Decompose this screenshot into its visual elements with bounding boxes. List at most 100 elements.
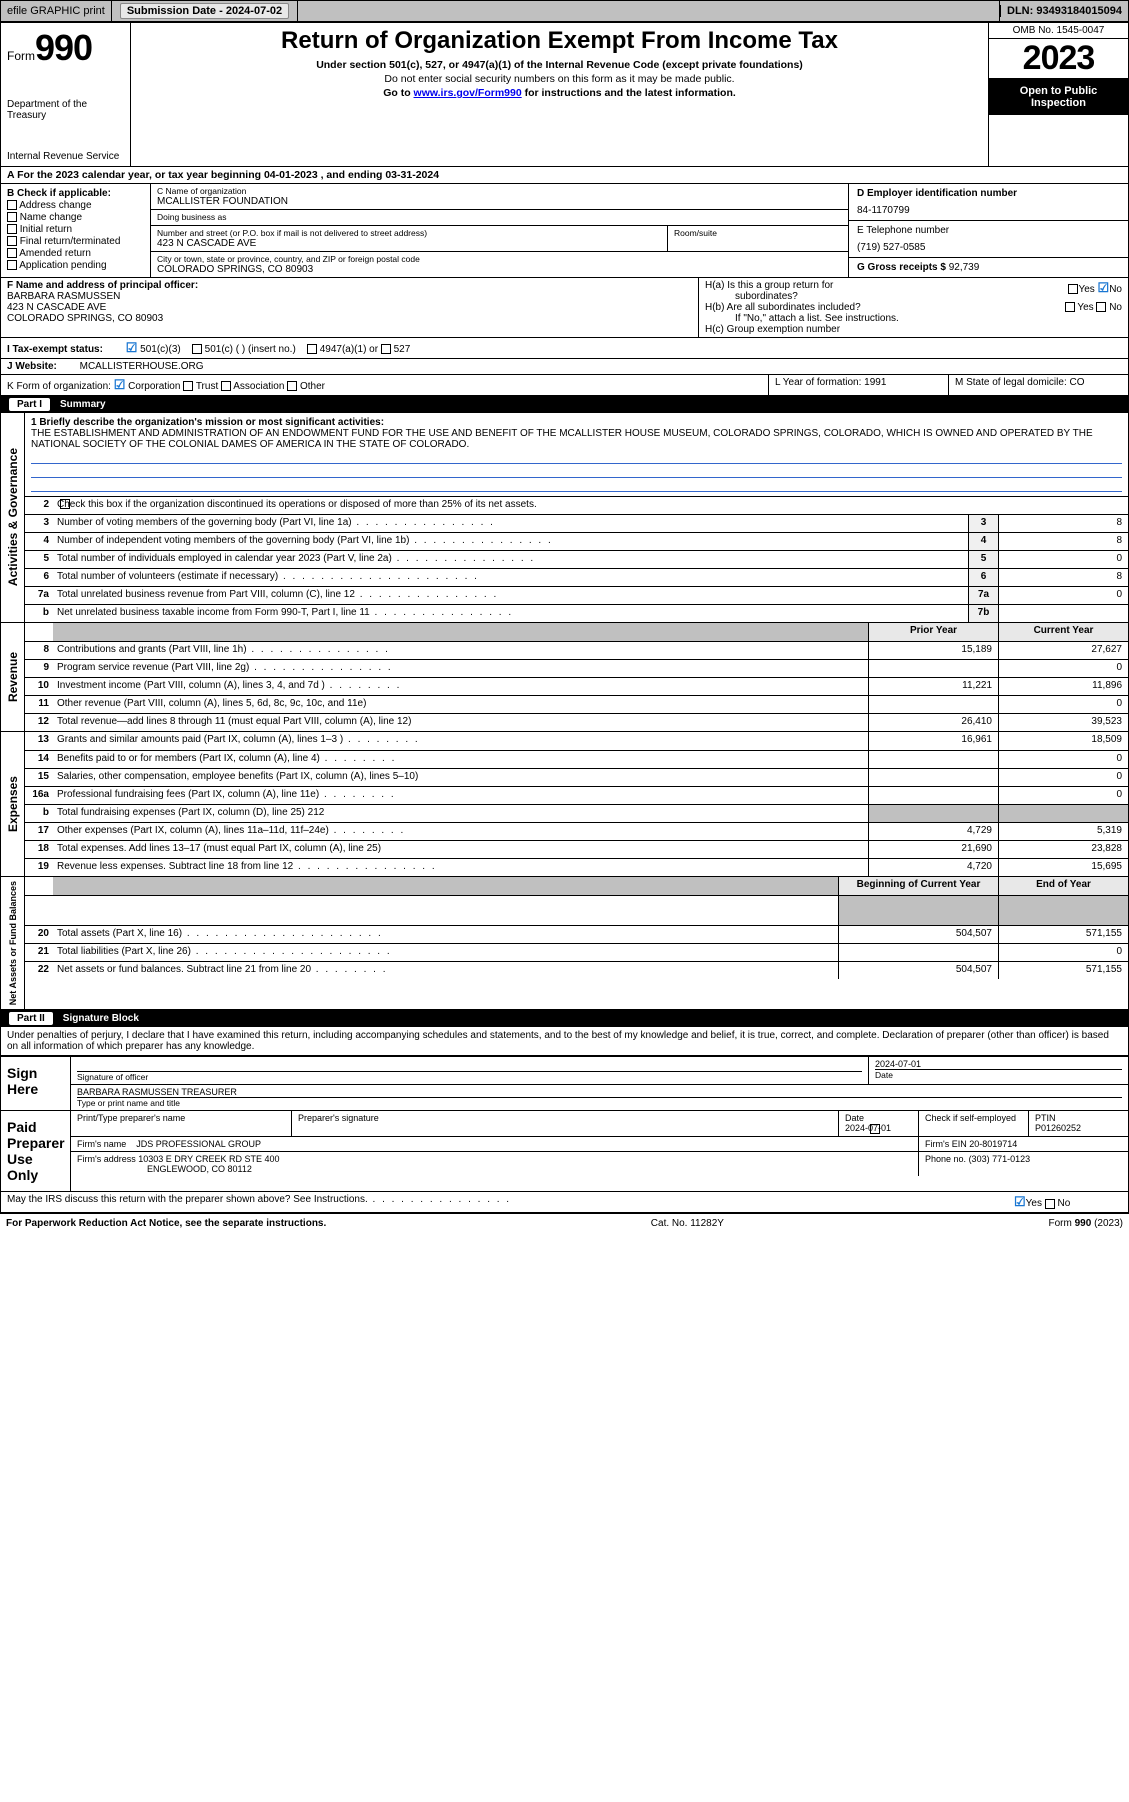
cb-ha-yes[interactable]: [1068, 284, 1078, 294]
cb-discuss-no[interactable]: [1045, 1199, 1055, 1209]
cb-initial-return[interactable]: [7, 224, 17, 234]
part-i-title: Summary: [60, 399, 106, 410]
section-net-assets: Net Assets or Fund Balances Beginning of…: [1, 877, 1128, 1010]
prep-date-lbl: Date: [845, 1113, 864, 1123]
l20-boy: 504,507: [838, 926, 998, 943]
officer-addr: 423 N CASCADE AVE: [7, 302, 106, 313]
cb-self-employed[interactable]: [870, 1124, 880, 1134]
cb-527[interactable]: [381, 344, 391, 354]
cb-name-change[interactable]: [7, 212, 17, 222]
vert-na: Net Assets or Fund Balances: [8, 881, 18, 1005]
l15-cy: 0: [998, 769, 1128, 786]
line-4-desc: Number of independent voting members of …: [53, 533, 968, 550]
l16a-desc: Professional fundraising fees (Part IX, …: [53, 787, 868, 804]
sig-name: BARBARA RASMUSSEN TREASURER: [77, 1087, 1122, 1097]
prep-sig-lbl: Preparer's signature: [291, 1111, 838, 1136]
year-formation: 1991: [864, 377, 886, 388]
block-deg: D Employer identification number 84-1170…: [848, 184, 1128, 277]
part-i-header: Part I Summary: [1, 396, 1128, 413]
part-i-num: Part I: [9, 398, 50, 411]
footer-right: Form 990 (2023): [1049, 1218, 1123, 1229]
l8-cy: 27,627: [998, 642, 1128, 659]
sig-date: 2024-07-01: [875, 1059, 1122, 1069]
prep-selfemp-lbl: Check if self-employed: [925, 1113, 1016, 1123]
l12-cy: 39,523: [998, 714, 1128, 731]
sig-officer-lbl: Signature of officer: [77, 1071, 862, 1082]
hc-label: H(c) Group exemption number: [705, 324, 1122, 335]
line-3-val: 8: [998, 515, 1128, 532]
l14-py: [868, 751, 998, 768]
l17-py: 4,729: [868, 823, 998, 840]
cb-4947[interactable]: [307, 344, 317, 354]
sign-here-block: Sign Here Signature of officer 2024-07-0…: [1, 1056, 1128, 1110]
vert-exp: Expenses: [6, 776, 20, 832]
l22-eoy: 571,155: [998, 962, 1128, 979]
cb-assoc[interactable]: [221, 381, 231, 391]
hdr-eoy: End of Year: [998, 877, 1128, 895]
line-7b-desc: Net unrelated business taxable income fr…: [53, 605, 968, 622]
l20-desc: Total assets (Part X, line 16): [53, 926, 838, 943]
lbl-phone: E Telephone number: [857, 225, 949, 236]
open-inspection: Open to Public Inspection: [989, 79, 1128, 115]
line-7a-val: 0: [998, 587, 1128, 604]
lbl-website: J Website:: [7, 361, 57, 372]
l20-eoy: 571,155: [998, 926, 1128, 943]
tax-year-line: A For the 2023 calendar year, or tax yea…: [1, 167, 1128, 184]
efile-label: efile GRAPHIC print: [7, 5, 105, 17]
footer: For Paperwork Reduction Act Notice, see …: [0, 1214, 1129, 1233]
section-ag: Activities & Governance 1 Briefly descri…: [1, 413, 1128, 623]
discuss-row: May the IRS discuss this return with the…: [1, 1192, 1128, 1213]
block-c: C Name of organization MCALLISTER FOUNDA…: [151, 184, 848, 277]
phone: (719) 527-0585: [857, 242, 1120, 253]
cb-trust[interactable]: [183, 381, 193, 391]
tax-year-begin: A For the 2023 calendar year, or tax yea…: [7, 169, 318, 181]
paid-preparer-block: Paid Preparer Use Only Print/Type prepar…: [1, 1110, 1128, 1192]
row-i: I Tax-exempt status: ☑ 501(c)(3) 501(c) …: [1, 338, 1128, 359]
cb-app-pending[interactable]: [7, 260, 17, 270]
block-f: F Name and address of principal officer:…: [1, 278, 698, 337]
l12-py: 26,410: [868, 714, 998, 731]
l9-py: [868, 660, 998, 677]
line-7a-desc: Total unrelated business revenue from Pa…: [53, 587, 968, 604]
l11-cy: 0: [998, 696, 1128, 713]
row-fh: F Name and address of principal officer:…: [1, 278, 1128, 338]
cb-other[interactable]: [287, 381, 297, 391]
section-revenue: Revenue Prior YearCurrent Year 8Contribu…: [1, 623, 1128, 732]
l13-cy: 18,509: [998, 732, 1128, 750]
cb-address-change[interactable]: [7, 200, 17, 210]
cb-line2[interactable]: [60, 499, 70, 509]
l10-cy: 11,896: [998, 678, 1128, 695]
cb-amended[interactable]: [7, 248, 17, 258]
section-expenses: Expenses 13Grants and similar amounts pa…: [1, 732, 1128, 877]
l21-desc: Total liabilities (Part X, line 26): [53, 944, 838, 961]
l14-desc: Benefits paid to or for members (Part IX…: [53, 751, 868, 768]
line-2: Check this box if the organization disco…: [57, 499, 537, 510]
l21-boy: [838, 944, 998, 961]
firm-addr2: ENGLEWOOD, CO 80112: [77, 1164, 252, 1174]
l8-desc: Contributions and grants (Part VIII, lin…: [53, 642, 868, 659]
l10-py: 11,221: [868, 678, 998, 695]
vert-ag: Activities & Governance: [6, 448, 20, 586]
form990-link[interactable]: www.irs.gov/Form990: [414, 87, 522, 99]
line-4-val: 8: [998, 533, 1128, 550]
hdr-current-year: Current Year: [998, 623, 1128, 641]
cb-final-return[interactable]: [7, 236, 17, 246]
submission-date-btn[interactable]: Submission Date - 2024-07-02: [120, 3, 289, 19]
subtitle-1: Under section 501(c), 527, or 4947(a)(1)…: [139, 59, 980, 71]
cb-hb-no[interactable]: [1096, 302, 1106, 312]
lbl-org-name: C Name of organization: [157, 186, 842, 196]
form-990: Form990 Department of the Treasury Inter…: [0, 22, 1129, 1214]
org-name: MCALLISTER FOUNDATION: [157, 196, 842, 207]
l16b-desc: Total fundraising expenses (Part IX, col…: [53, 805, 868, 822]
dln: DLN: 93493184015094: [1007, 5, 1122, 17]
l15-py: [868, 769, 998, 786]
block-b-title: B Check if applicable:: [7, 188, 111, 199]
cb-hb-yes[interactable]: [1065, 302, 1075, 312]
info-block: B Check if applicable: Address change Na…: [1, 184, 1128, 278]
cb-501c[interactable]: [192, 344, 202, 354]
firm-name: JDS PROFESSIONAL GROUP: [136, 1139, 261, 1149]
lbl-tax-status: I Tax-exempt status:: [7, 344, 103, 355]
l22-desc: Net assets or fund balances. Subtract li…: [53, 962, 838, 979]
tax-year: 2023: [989, 39, 1128, 79]
l8-py: 15,189: [868, 642, 998, 659]
